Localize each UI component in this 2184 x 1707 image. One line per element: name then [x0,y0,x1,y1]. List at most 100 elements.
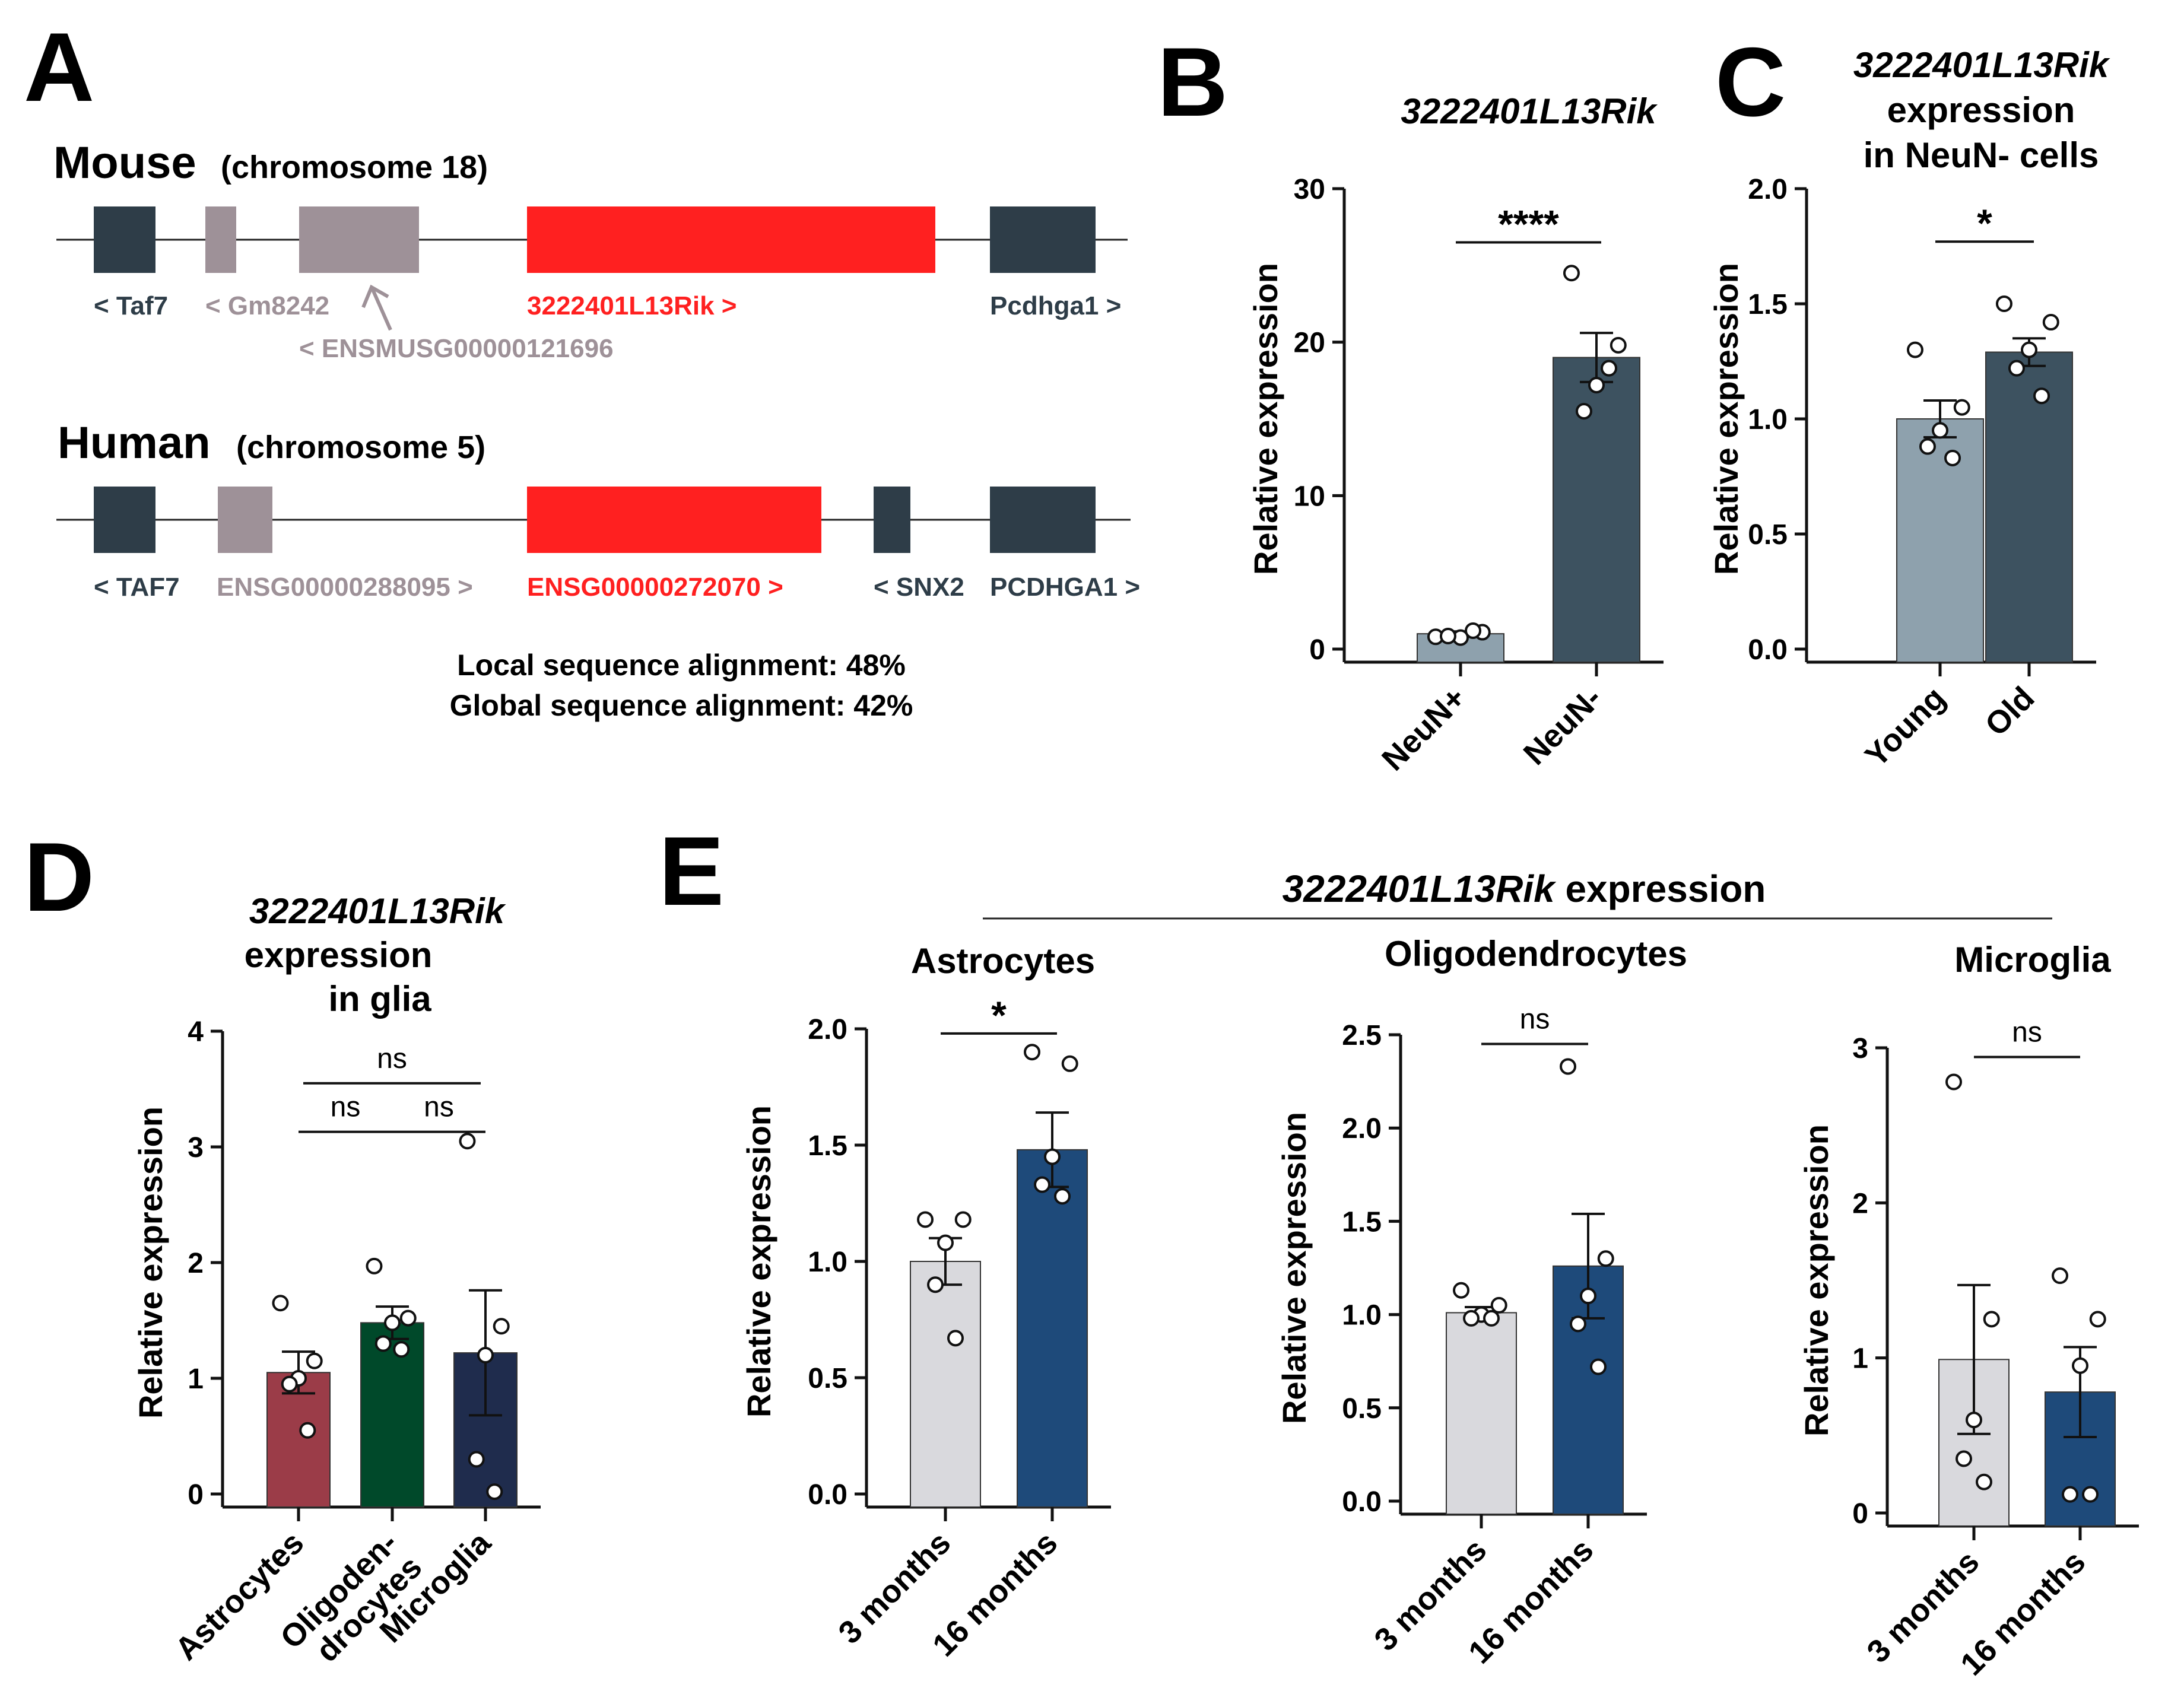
significance-label: ns [331,1092,361,1123]
significance-label: * [991,993,1007,1037]
y-tick-label: 0.0 [808,1479,847,1511]
y-tick-label: 2.0 [1748,174,1788,205]
data-point [1053,1188,1071,1205]
y-tick-label: 2 [1852,1188,1868,1219]
data-point [272,1295,289,1312]
data-point [1589,1358,1607,1375]
y-axis-label: Relative expression [1275,1112,1313,1424]
data-point [1463,1309,1480,1327]
y-axis-label: Relative expression [740,1105,777,1417]
chart-title: in glia [328,979,431,1019]
chart-title: 3222401L13Rik [1401,91,1658,131]
bar [360,1322,424,1508]
data-point [1580,1288,1596,1305]
data-point [1610,336,1627,354]
human-title: Human [58,418,211,468]
panel-e-title: 3222401L13Rik expression [1283,867,1766,910]
data-point [477,1347,494,1363]
y-tick-label: 0.5 [1342,1393,1382,1425]
data-point [1560,1058,1577,1075]
data-point [1983,1311,2000,1328]
y-tick-label: 0.0 [1342,1486,1382,1518]
human-chromosome-label: (chromosome 5) [236,430,485,465]
y-axis-label: Relative expression [132,1107,169,1419]
y-tick-label: 4 [188,1016,204,1048]
data-point [1575,403,1592,420]
y-tick-label: 1.0 [808,1247,847,1278]
mouse-rik-label: 3222401L13Rik > [527,291,737,320]
y-axis-label: Relative expression [1247,263,1284,575]
human-taf7-block [94,487,155,553]
y-tick-label: 1.5 [808,1130,847,1162]
x-tick-label-line: Young [1858,680,1952,774]
local-alignment-label: Local sequence alignment: 48% [457,649,906,682]
bar [1896,418,1984,663]
significance-label: **** [1498,202,1559,246]
human-pcdhga1-block [990,487,1096,553]
panel-a-gene-diagram: Mouse (chromosome 18) < Taf7 < Gm8242 32… [53,138,1140,722]
y-tick-label: 10 [1294,481,1325,512]
data-point [306,1352,323,1369]
chart-title: Oligodendrocytes [1385,934,1687,974]
data-point [2008,360,2025,377]
data-point [299,1422,316,1439]
data-point [947,1330,964,1347]
chart-title: in NeuN- cells [1864,135,2099,175]
y-tick-label: 1 [188,1363,204,1395]
human-ensg1-label: ENSG00000288095 > [217,573,473,602]
y-tick-label: 0 [188,1479,204,1511]
data-point [1483,1309,1500,1327]
y-tick-label: 30 [1294,174,1325,205]
y-tick-label: 1.5 [1342,1206,1382,1238]
y-tick-label: 3 [188,1132,204,1164]
human-ensg2-label: ENSG00000272070 > [527,573,783,602]
bar [1446,1312,1517,1515]
data-point [1453,1282,1470,1299]
x-tick-label: Young [1858,680,1952,774]
ensmusg-arrow-icon [361,284,392,331]
x-tick-label: NeuN- [1517,680,1609,772]
y-tick-label: 0.5 [808,1363,847,1394]
data-point [2021,341,2037,358]
y-tick-label: 0 [1852,1498,1868,1530]
data-point [1944,449,1961,466]
mouse-title: Mouse [53,138,196,188]
x-tick-label-line: NeuN- [1517,680,1609,772]
data-point [468,1451,485,1468]
data-point [384,1314,401,1331]
data-point [393,1341,410,1358]
y-tick-label: 2.5 [1342,1020,1382,1051]
data-point [917,1211,934,1228]
bar [1985,351,2073,663]
data-point [1490,1296,1507,1314]
x-tick-label-line: NeuN+ [1375,680,1472,777]
chart-panel-e-astrocytes: Astrocytes 0.0 0.5 1.0 1.5 2.0 Relative expres… [740,941,1111,1663]
data-point [1588,377,1605,394]
bar [1553,357,1640,663]
data-point [1945,1073,1963,1091]
y-tick-label: 2.0 [808,1014,847,1045]
chart-title: 3222401L13Rik [249,891,506,931]
y-tick-label: 1.0 [1748,404,1788,436]
data-point [1906,341,1923,358]
data-point [459,1133,476,1150]
data-point [2042,314,2059,331]
significance-label: * [1977,201,1992,245]
chart-title: expression [1887,90,2075,130]
mouse-pcdhga1-block [990,206,1096,273]
y-tick-label: 1.5 [1748,289,1788,320]
data-point [486,1483,503,1501]
data-point [1601,360,1618,377]
y-tick-label: 2.0 [1342,1113,1382,1145]
y-tick-label: 0 [1309,634,1325,666]
data-point [1439,628,1456,645]
human-ensg2-block [527,487,821,553]
mouse-chromosome-label: (chromosome 18) [221,150,488,185]
data-point [1966,1412,1982,1429]
data-point [2033,387,2050,405]
data-point [2089,1311,2106,1328]
mouse-ensmusg-label: < ENSMUSG00000121696 [299,334,614,363]
